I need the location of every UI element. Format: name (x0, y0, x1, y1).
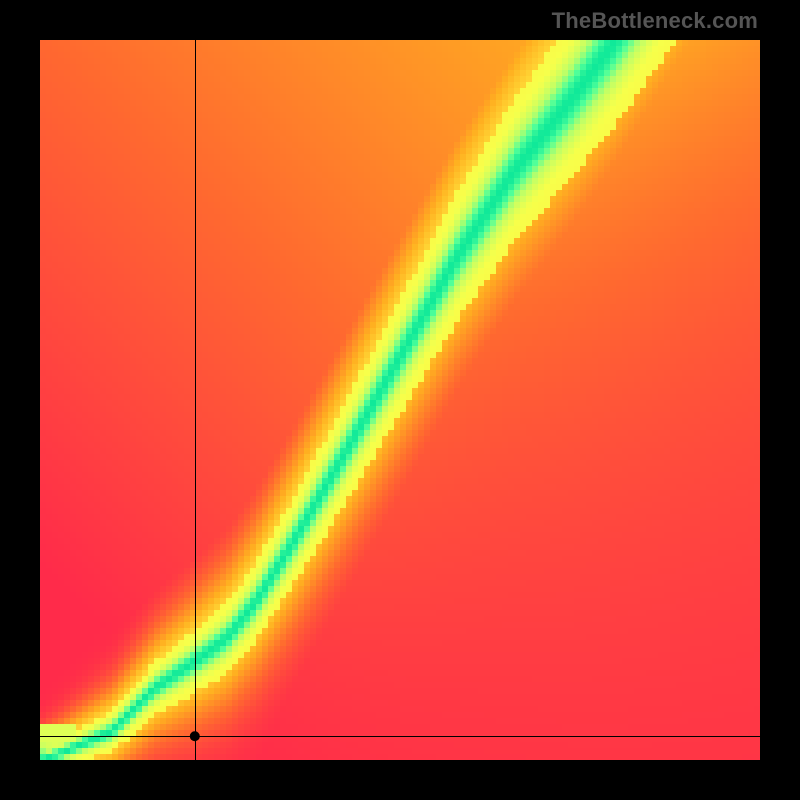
heatmap-plot (40, 40, 760, 760)
figure-root: { "attribution": "TheBottleneck.com", "f… (0, 0, 800, 800)
heatmap-canvas (40, 40, 760, 760)
attribution-label: TheBottleneck.com (552, 8, 758, 34)
